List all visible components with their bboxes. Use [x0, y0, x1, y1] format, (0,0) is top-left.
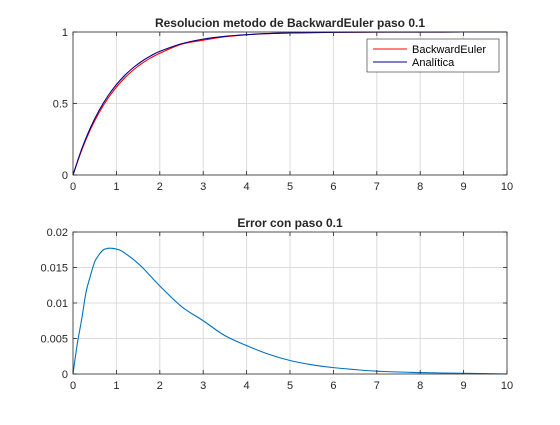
bottom-grid — [73, 232, 507, 374]
bottom-x-tick-label: 3 — [200, 380, 206, 392]
top-x-tick-label: 4 — [244, 181, 250, 193]
top-x-tick-label: 2 — [157, 181, 163, 193]
bottom-x-tick-label: 1 — [113, 380, 119, 392]
bottom-x-tick-label: 9 — [461, 380, 467, 392]
bottom-y-tick-label: 0.005 — [40, 334, 68, 346]
bottom-y-tick-label: 0.01 — [47, 298, 68, 310]
top-axes: 0 1 2 3 4 5 6 7 8 9 10 0 0.5 1 Resolucion metodo de Ba… — [53, 16, 513, 193]
top-y-tick-label: 0.5 — [53, 99, 68, 111]
top-x-tick-label: 9 — [461, 181, 467, 193]
top-x-tick-label: 8 — [417, 181, 423, 193]
bottom-x-tick-label: 4 — [244, 380, 250, 392]
top-x-tick-label: 1 — [113, 181, 119, 193]
bottom-x-tick-label: 5 — [287, 380, 293, 392]
bottom-chart-title: Error con paso 0.1 — [237, 216, 343, 230]
bottom-y-tick-label: 0.02 — [47, 227, 68, 239]
top-x-tick-label: 7 — [374, 181, 380, 193]
top-x-tick-label: 6 — [330, 181, 336, 193]
top-chart-title: Resolucion metodo de BackwardEuler paso … — [155, 16, 425, 30]
top-x-tick-label: 5 — [287, 181, 293, 193]
bottom-axes: 0 1 2 3 4 5 6 7 8 9 10 0 0.005 0.01 0.015 0.02 Error con… — [40, 216, 513, 392]
bottom-series-line-1 — [73, 247, 507, 375]
top-legend-label-1: BackwardEuler — [412, 44, 486, 56]
bottom-x-tick-label: 0 — [70, 380, 76, 392]
bottom-x-tick-label: 8 — [417, 380, 423, 392]
top-x-tick-label: 10 — [501, 181, 513, 193]
bottom-x-tick-label: 6 — [330, 380, 336, 392]
top-y-tick-label: 0 — [62, 170, 68, 182]
bottom-x-tick-label: 10 — [501, 380, 513, 392]
bottom-x-tick-label: 2 — [157, 380, 163, 392]
bottom-y-tick-label: 0.015 — [40, 263, 68, 275]
top-legend-label-2: Analítica — [412, 57, 455, 69]
top-y-tick-label: 1 — [62, 27, 68, 39]
top-x-tick-label: 0 — [70, 181, 76, 193]
top-x-tick-label: 3 — [200, 181, 206, 193]
bottom-x-tick-label: 7 — [374, 380, 380, 392]
bottom-y-tick-label: 0 — [62, 369, 68, 381]
top-legend-box — [366, 38, 500, 73]
